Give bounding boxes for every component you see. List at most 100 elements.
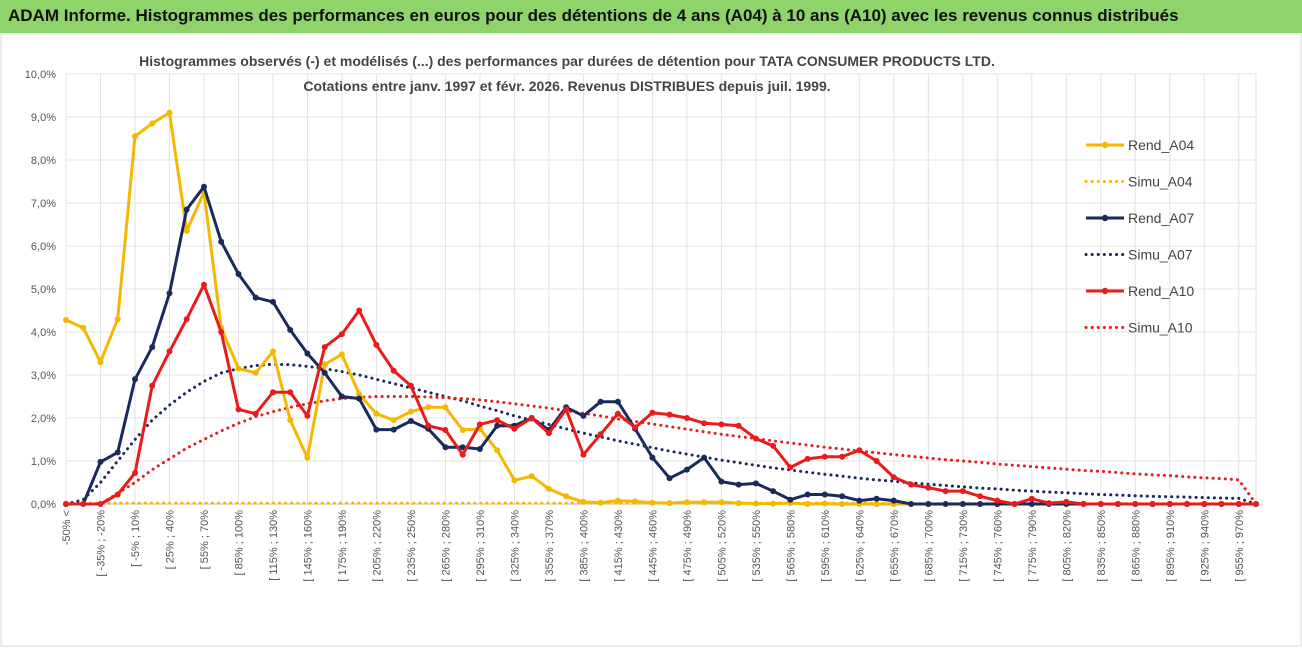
y-tick-label: 4,0% bbox=[31, 327, 56, 339]
y-tick-label: 0,0% bbox=[31, 499, 56, 511]
marker-Rend_A10 bbox=[114, 491, 121, 498]
marker-Rend_A04 bbox=[270, 348, 276, 355]
marker-Rend_A07 bbox=[977, 501, 984, 507]
marker-Rend_A04 bbox=[545, 485, 552, 492]
legend-marker-Rend_A10 bbox=[1101, 287, 1109, 295]
marker-Rend_A04 bbox=[235, 365, 242, 372]
marker-Rend_A10 bbox=[304, 412, 311, 419]
x-tick-label: [ 625% ; 640% bbox=[854, 510, 866, 582]
y-tick-label: 5,0% bbox=[31, 284, 56, 296]
marker-Rend_A10 bbox=[511, 425, 518, 432]
legend-label: Simu_A10 bbox=[1128, 320, 1193, 336]
marker-Rend_A07 bbox=[321, 369, 328, 376]
marker-Rend_A10 bbox=[1046, 500, 1052, 507]
legend-label: Simu_A07 bbox=[1128, 247, 1193, 263]
marker-Rend_A04 bbox=[666, 500, 673, 507]
marker-Rend_A10 bbox=[287, 389, 294, 396]
marker-Rend_A07 bbox=[666, 475, 673, 482]
series-layer bbox=[63, 109, 1259, 507]
marker-Rend_A10 bbox=[390, 367, 397, 374]
marker-Rend_A04 bbox=[114, 316, 121, 323]
marker-Rend_A07 bbox=[1028, 501, 1035, 507]
marker-Rend_A04 bbox=[149, 120, 156, 127]
marker-Rend_A07 bbox=[218, 238, 225, 245]
marker-Rend_A10 bbox=[183, 316, 190, 323]
marker-Rend_A10 bbox=[890, 474, 897, 481]
marker-Rend_A04 bbox=[442, 404, 449, 411]
marker-Rend_A07 bbox=[114, 449, 121, 456]
marker-Rend_A10 bbox=[1115, 501, 1121, 507]
marker-Rend_A04 bbox=[390, 417, 397, 424]
marker-Rend_A07 bbox=[407, 418, 414, 424]
marker-Rend_A10 bbox=[1201, 501, 1208, 507]
marker-Rend_A10 bbox=[442, 427, 449, 433]
marker-Rend_A04 bbox=[511, 477, 518, 484]
chart-area: 0,0% 1,0% 2,0% 3,0% 4,0% 5,0% 6,0% 7,0% 8,0% 9,0%… bbox=[0, 33, 1302, 647]
marker-Rend_A10 bbox=[1253, 501, 1259, 507]
x-tick-label: [ 145% ; 160% bbox=[302, 510, 314, 582]
marker-Rend_A10 bbox=[1184, 501, 1190, 507]
marker-Rend_A07 bbox=[338, 393, 345, 400]
x-tick-label: [ 265% ; 280% bbox=[440, 510, 452, 582]
legend-label: Rend_A10 bbox=[1128, 283, 1194, 299]
x-tick-label: [ 115% ; 130% bbox=[268, 510, 280, 581]
marker-Rend_A10 bbox=[356, 307, 363, 314]
marker-Rend_A10 bbox=[701, 420, 708, 427]
x-tick-label: [ 85% ; 100% bbox=[233, 510, 245, 576]
marker-Rend_A07 bbox=[390, 426, 397, 433]
marker-Rend_A10 bbox=[977, 493, 984, 500]
marker-Rend_A07 bbox=[735, 481, 742, 488]
x-tick-label: [ 535% ; 550% bbox=[751, 510, 763, 582]
marker-Rend_A04 bbox=[735, 500, 742, 507]
marker-Rend_A04 bbox=[821, 500, 828, 507]
marker-Rend_A10 bbox=[425, 422, 432, 429]
x-tick-label: [ 445% ; 460% bbox=[647, 510, 659, 582]
marker-Rend_A07 bbox=[373, 426, 380, 433]
marker-Rend_A10 bbox=[959, 488, 966, 495]
x-tick-label: [ 715% ; 730% bbox=[958, 510, 970, 582]
marker-Rend_A10 bbox=[338, 331, 345, 338]
marker-Rend_A07 bbox=[770, 488, 777, 495]
marker-Rend_A04 bbox=[407, 408, 414, 415]
marker-Rend_A04 bbox=[338, 351, 345, 358]
report-banner: ADAM Informe. Histogrammes des performan… bbox=[0, 0, 1302, 33]
y-tick-label: 8,0% bbox=[31, 155, 56, 167]
legend-label: Simu_A04 bbox=[1128, 174, 1193, 190]
marker-Rend_A07 bbox=[356, 395, 363, 402]
marker-Rend_A10 bbox=[666, 411, 673, 418]
marker-Rend_A07 bbox=[649, 454, 656, 461]
marker-Rend_A07 bbox=[201, 183, 207, 190]
marker-Rend_A04 bbox=[804, 501, 811, 507]
x-tick-label: [ 295% ; 310% bbox=[475, 510, 487, 582]
x-tick-label: [ 655% ; 670% bbox=[889, 510, 901, 582]
marker-Rend_A10 bbox=[218, 329, 225, 335]
marker-Rend_A04 bbox=[321, 361, 328, 368]
marker-Rend_A07 bbox=[597, 398, 604, 405]
chart-title: Histogrammes observés (-) et modélisés (… bbox=[139, 53, 995, 69]
x-tick-label: [ 835% ; 850% bbox=[1096, 510, 1108, 582]
marker-Rend_A04 bbox=[683, 499, 690, 506]
marker-Rend_A10 bbox=[321, 344, 328, 351]
marker-Rend_A10 bbox=[735, 422, 742, 429]
x-tick-label: [ -35% ; -20% bbox=[95, 510, 107, 577]
marker-Rend_A04 bbox=[563, 493, 570, 500]
marker-Rend_A10 bbox=[925, 484, 932, 491]
x-tick-label: [ 505% ; 520% bbox=[716, 510, 728, 582]
marker-Rend_A10 bbox=[1166, 501, 1173, 507]
marker-Rend_A10 bbox=[649, 409, 656, 416]
x-tick-label: -50% < bbox=[61, 510, 73, 545]
marker-Rend_A07 bbox=[442, 444, 449, 451]
marker-Rend_A10 bbox=[908, 481, 915, 488]
x-tick-label: [ 685% ; 700% bbox=[923, 510, 935, 582]
x-tick-label: [ 325% ; 340% bbox=[509, 510, 521, 582]
series-line-Simu_A07 bbox=[64, 362, 1258, 506]
marker-Rend_A10 bbox=[1149, 501, 1156, 507]
marker-Rend_A04 bbox=[252, 369, 259, 376]
marker-Rend_A07 bbox=[304, 350, 311, 357]
marker-Rend_A07 bbox=[580, 412, 587, 419]
marker-Rend_A04 bbox=[459, 427, 466, 433]
marker-Rend_A04 bbox=[63, 317, 69, 323]
x-tick-label: [ 385% ; 400% bbox=[578, 510, 590, 582]
x-tick-label: [ 25% ; 40% bbox=[164, 510, 176, 570]
marker-Rend_A07 bbox=[701, 454, 708, 461]
